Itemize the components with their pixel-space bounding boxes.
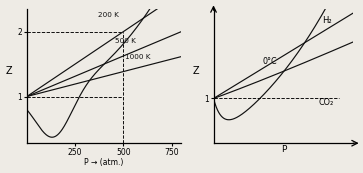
X-axis label: P: P [281,145,286,154]
Text: CO₂: CO₂ [318,98,334,107]
Y-axis label: Z: Z [5,66,12,76]
Text: 0°C: 0°C [262,57,277,66]
Text: 200 K: 200 K [98,12,119,19]
Text: 500 K: 500 K [115,38,135,44]
Text: H₂: H₂ [322,16,332,25]
Y-axis label: Z: Z [192,66,199,76]
X-axis label: P → (atm.): P → (atm.) [84,158,124,167]
Text: 1000 K: 1000 K [125,54,151,60]
